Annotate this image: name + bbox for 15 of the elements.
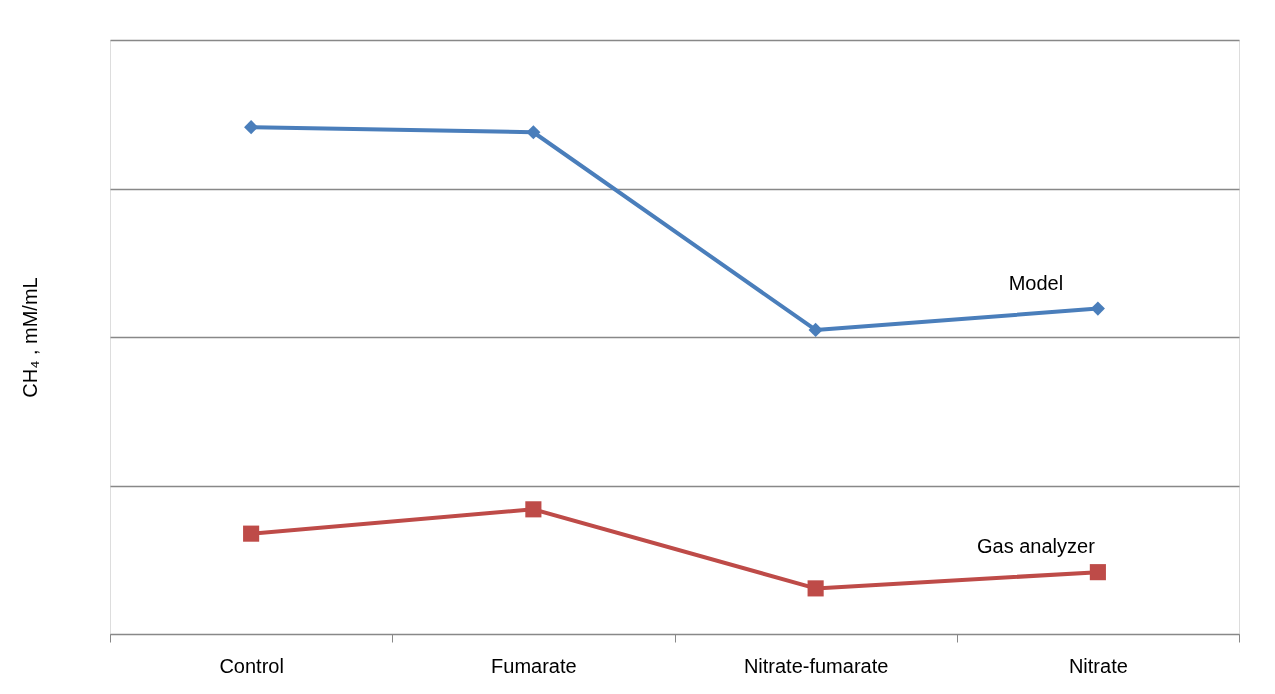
point	[1089, 564, 1106, 581]
x-tick-label: Nitrate	[1068, 654, 1128, 677]
point	[525, 501, 542, 518]
point	[244, 120, 259, 135]
point	[1090, 301, 1105, 316]
point	[243, 525, 260, 542]
x-tick-label: Nitrate-fumarate	[743, 654, 889, 677]
y-axis-title: CH₄ , mM/mL	[18, 277, 41, 398]
x-tick-label: Fumarate	[491, 654, 577, 677]
point	[807, 580, 824, 597]
series-label: Model	[1008, 271, 1064, 294]
point	[808, 322, 823, 337]
x-tick-label: Control	[219, 654, 284, 677]
series-label: Gas analyzer	[976, 535, 1096, 558]
point	[526, 125, 541, 140]
